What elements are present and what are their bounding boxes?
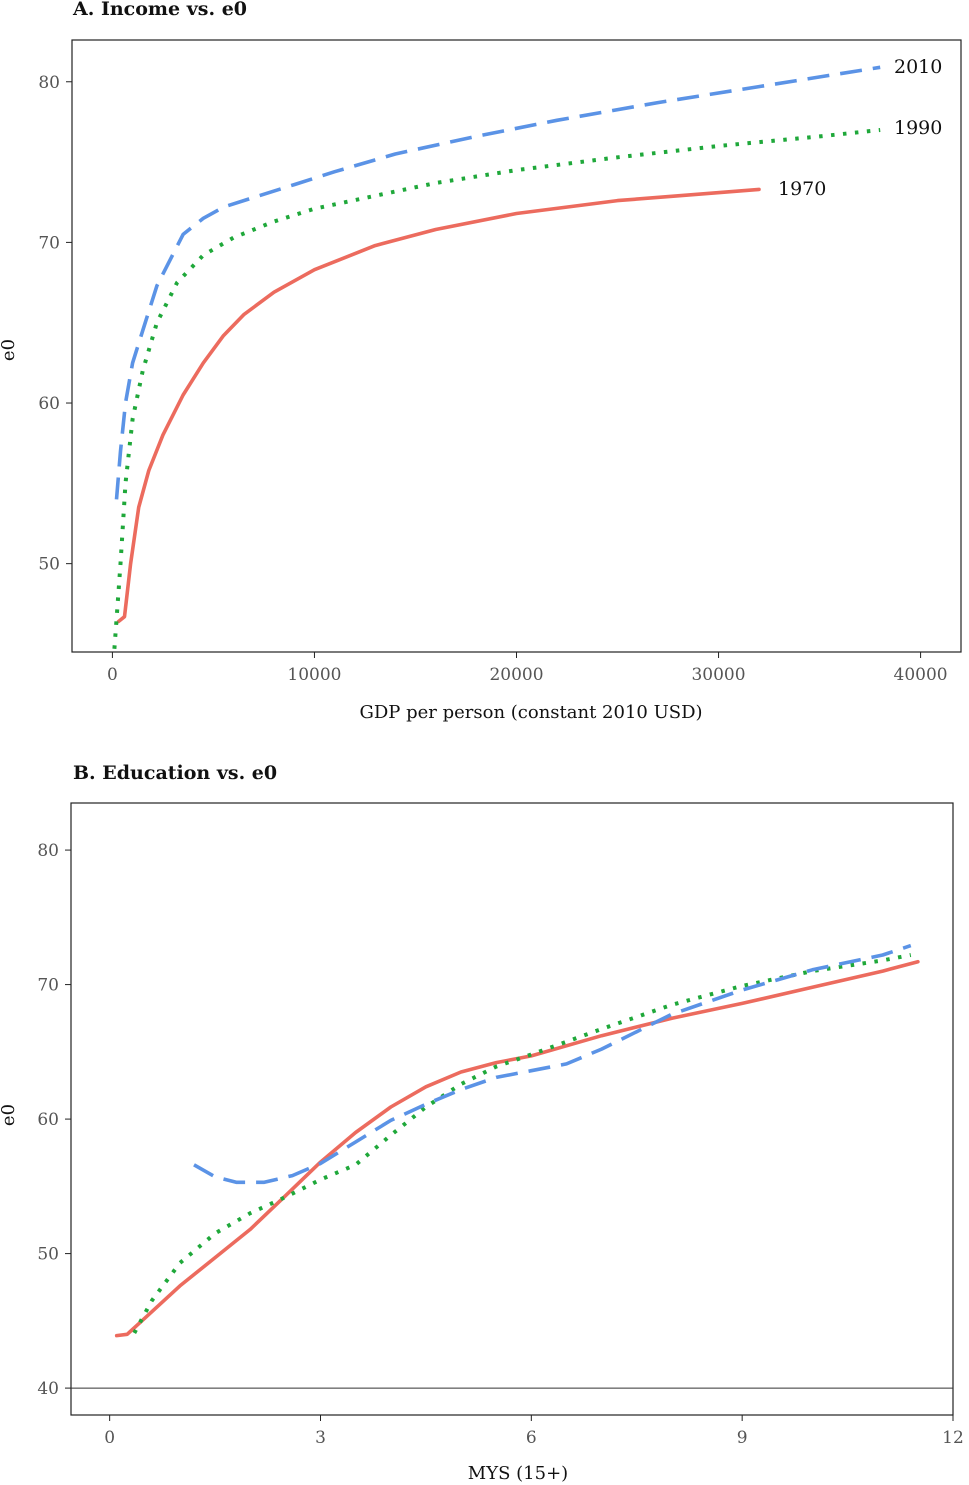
x-tick-label: 12 [942,1428,964,1448]
y-tick-label: 60 [37,1110,59,1130]
panel-b-title: B. Education vs. e0 [73,762,277,784]
panel-a-title: A. Income vs. e0 [72,0,247,20]
x-tick-label: 0 [104,1428,115,1448]
panel-a-plot-frame [71,39,962,653]
series-line-1970 [114,959,920,1338]
x-tick-label: 6 [526,1428,537,1448]
series-label-1970: 1970 [778,178,826,200]
panel-b-y-axis-label: e0 [0,1104,19,1126]
panel-b-x-axis-label: MYS (15+) [468,1463,568,1484]
y-tick-label: 40 [37,1379,59,1399]
y-tick-label: 50 [37,1245,59,1265]
series-line-1990 [132,953,912,1334]
x-tick-label: 30000 [691,665,745,685]
x-tick-label: 0 [107,665,118,685]
series-line-1990 [112,128,881,649]
panel-a-y-ticks: 50 60 70 80 [38,73,72,575]
panel-b-plot-frame [70,802,954,1416]
x-tick-label: 9 [737,1428,748,1448]
panel-income-vs-e0: A. Income vs. e0 0 10000 20000 30000 40000 5… [0,0,962,723]
panel-a-y-axis-label: e0 [0,339,19,361]
series-label-2010: 2010 [894,56,942,78]
x-tick-label: 3 [315,1428,326,1448]
y-tick-label: 50 [38,555,60,575]
series-line-2010 [114,65,881,500]
series-label-1990: 1990 [894,117,942,139]
y-tick-label: 80 [37,841,59,861]
panel-b-y-ticks: 40 50 60 70 80 [37,841,71,1399]
panel-b-x-ticks: 0 3 6 9 12 [104,1415,964,1448]
series-line-2010 [193,943,912,1185]
panel-a-x-ticks: 0 10000 20000 30000 40000 [107,652,948,685]
y-tick-label: 80 [38,73,60,93]
y-tick-label: 60 [38,394,60,414]
panel-a-x-axis-label: GDP per person (constant 2010 USD) [359,702,702,723]
panel-a-series [112,65,881,649]
y-tick-label: 70 [38,233,60,253]
y-tick-label: 70 [37,976,59,996]
panel-education-vs-e0: B. Education vs. e0 0 3 6 9 12 40 50 60 70 80 MY… [0,762,964,1484]
panel-b-series [114,943,920,1338]
x-tick-label: 20000 [489,665,543,685]
x-tick-label: 40000 [894,665,948,685]
x-tick-label: 10000 [287,665,341,685]
series-line-1970 [116,187,761,624]
